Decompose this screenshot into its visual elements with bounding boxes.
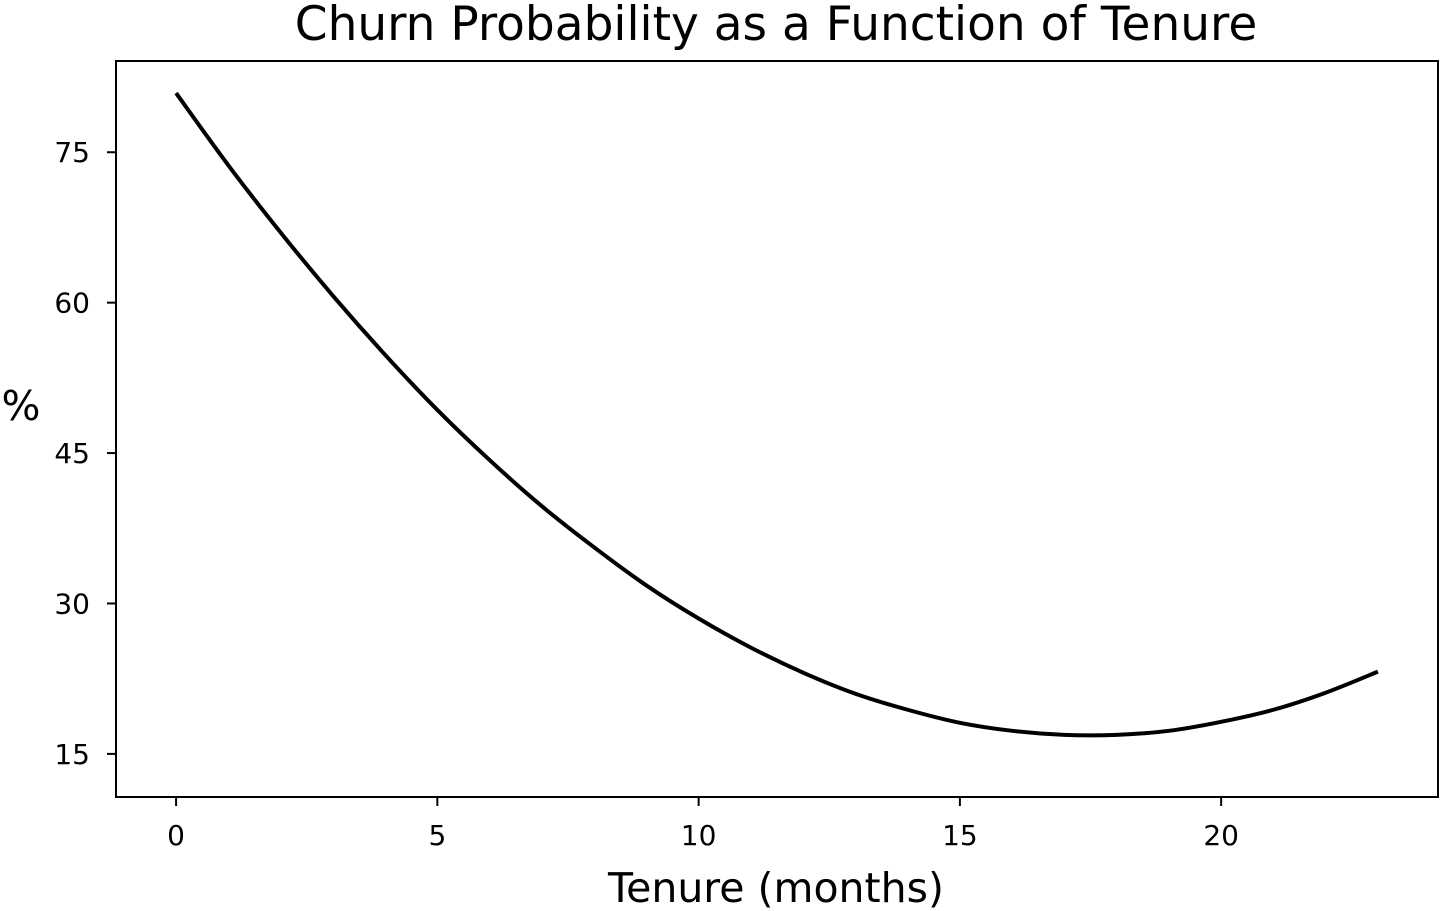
- y-axis-label: %: [2, 382, 41, 430]
- x-tick-label: 0: [167, 819, 185, 852]
- y-tick-label: 15: [54, 738, 90, 771]
- x-tick-label: 5: [428, 819, 446, 852]
- x-tick-label: 20: [1203, 819, 1239, 852]
- y-tick-label: 45: [54, 437, 90, 470]
- y-tick-label: 60: [54, 287, 90, 320]
- plot-frame: [115, 60, 1439, 798]
- chart-title: Churn Probability as a Function of Tenur…: [295, 0, 1258, 52]
- x-axis-label: Tenure (months): [607, 864, 944, 911]
- x-tick-label: 15: [942, 819, 978, 852]
- series-line: [174, 91, 1379, 738]
- x-axis: 0 5 10 15 20: [167, 797, 1239, 852]
- y-tick-label: 75: [54, 136, 90, 169]
- y-axis: 15 30 45 60 75: [54, 136, 116, 771]
- x-tick-label: 10: [681, 819, 717, 852]
- y-tick-label: 30: [54, 587, 90, 620]
- plot-area: [174, 91, 1379, 738]
